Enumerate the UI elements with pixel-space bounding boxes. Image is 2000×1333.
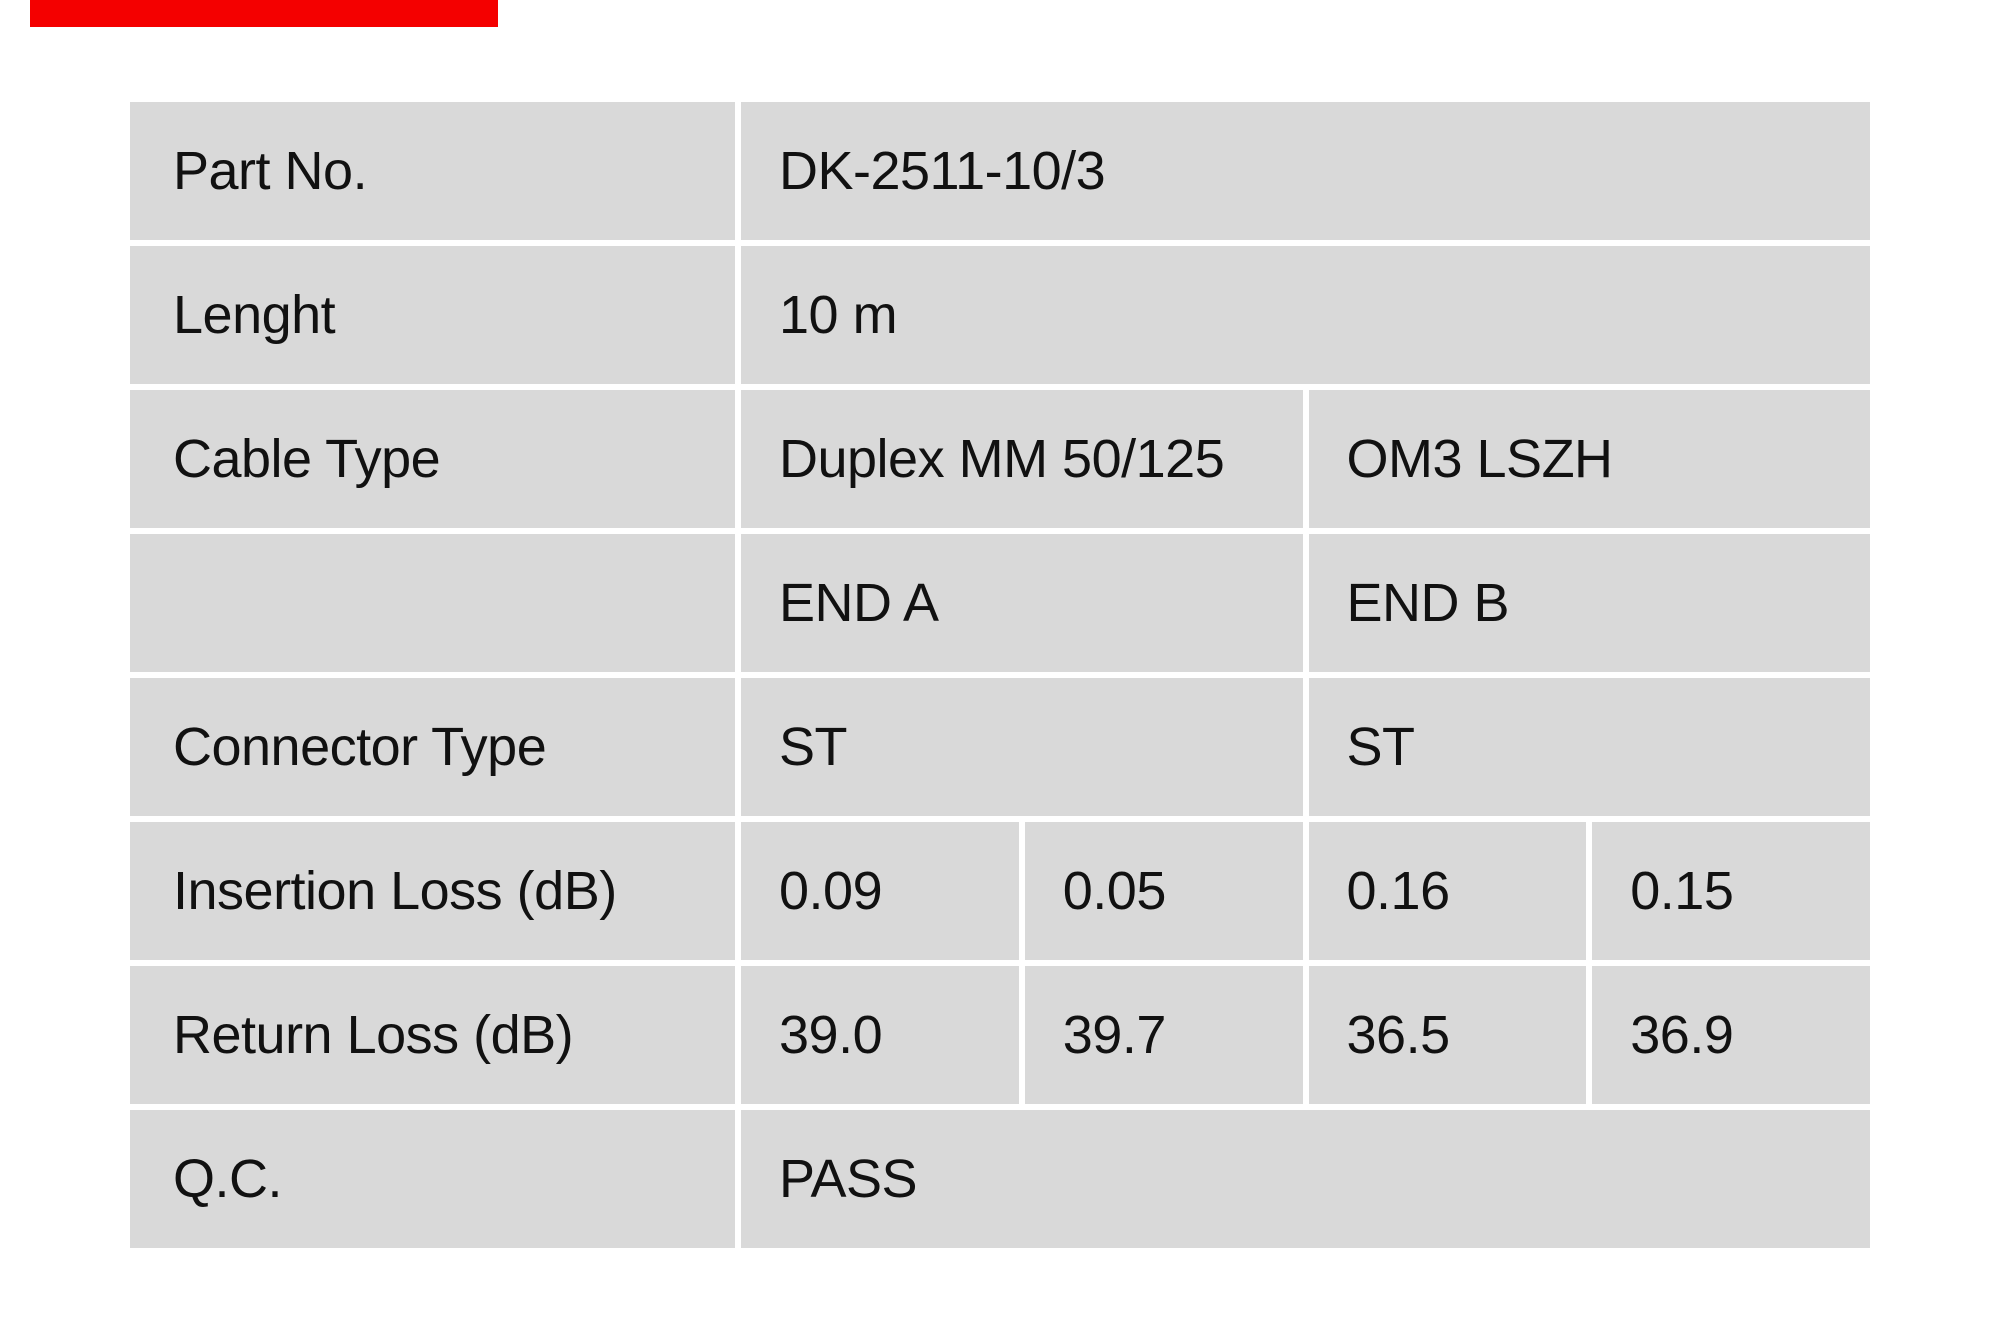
value-cell: 0.09 <box>741 822 1019 960</box>
value-cell: 39.0 <box>741 966 1019 1104</box>
value-cell: 10 m <box>741 246 1870 384</box>
value-cell: 0.15 <box>1592 822 1870 960</box>
row-label: Insertion Loss (dB) <box>130 822 735 960</box>
value-cell: 0.05 <box>1024 822 1303 960</box>
table-row: Cable Type Duplex MM 50/125 OM3 LSZH <box>130 390 1870 528</box>
value-cell: 39.7 <box>1024 966 1303 1104</box>
red-banner-strip <box>30 0 498 27</box>
value-cell: OM3 LSZH <box>1308 390 1870 528</box>
table-row: Q.C. PASS <box>130 1110 1870 1248</box>
value-cell: Duplex MM 50/125 <box>741 390 1303 528</box>
value-cell: ST <box>741 678 1303 816</box>
value-cell: PASS <box>741 1110 1870 1248</box>
spec-table: Part No. DK-2511-10/3 Lenght 10 m Cable Type… <box>130 102 1870 1248</box>
value-cell: END B <box>1308 534 1870 672</box>
table-row: Connector Type ST ST <box>130 678 1870 816</box>
table-row: END A END B <box>130 534 1870 672</box>
value-cell: ST <box>1308 678 1870 816</box>
table-row: Insertion Loss (dB) 0.09 0.05 0.16 0.15 <box>130 822 1870 960</box>
row-label: Cable Type <box>130 390 735 528</box>
table-row: Return Loss (dB) 39.0 39.7 36.5 36.9 <box>130 966 1870 1104</box>
row-label: Part No. <box>130 102 735 240</box>
table-row: Lenght 10 m <box>130 246 1870 384</box>
row-label <box>130 534 735 672</box>
value-cell: DK-2511-10/3 <box>741 102 1870 240</box>
value-cell: 0.16 <box>1308 822 1587 960</box>
row-label: Connector Type <box>130 678 735 816</box>
value-cell: 36.5 <box>1308 966 1587 1104</box>
value-cell: 36.9 <box>1592 966 1870 1104</box>
row-label: Q.C. <box>130 1110 735 1248</box>
row-label: Lenght <box>130 246 735 384</box>
table-row: Part No. DK-2511-10/3 <box>130 102 1870 240</box>
value-cell: END A <box>741 534 1303 672</box>
row-label: Return Loss (dB) <box>130 966 735 1104</box>
